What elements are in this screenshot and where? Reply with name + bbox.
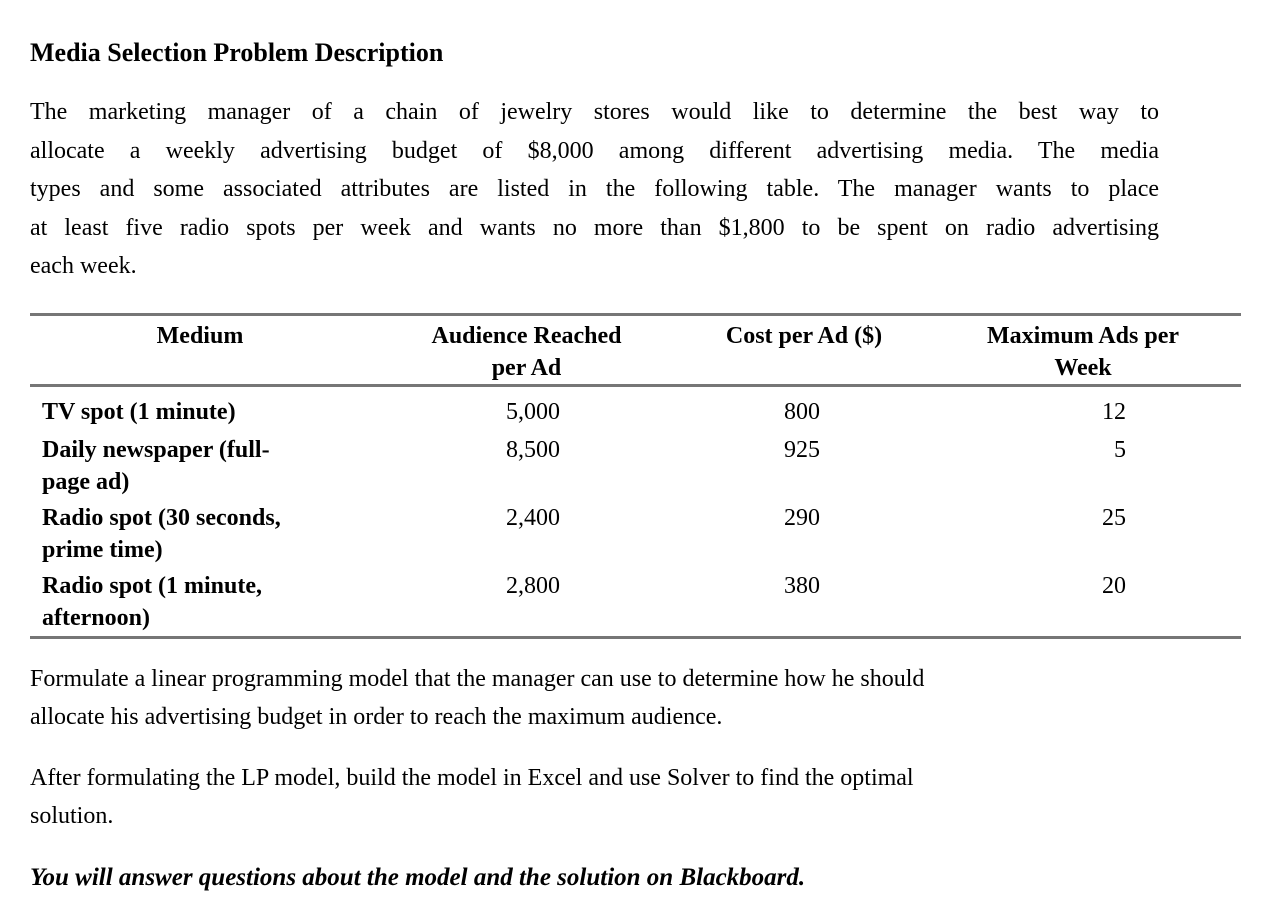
paragraph-line: Formulate a linear programming model tha… — [30, 665, 925, 692]
column-header-label: Audience Reached — [431, 322, 622, 349]
paragraph-line: types and some associated attributes are… — [30, 176, 1159, 202]
column-header-label: Cost per Ad ($) — [725, 322, 883, 349]
cell-cost: 800 — [784, 398, 820, 425]
medium-label: afternoon) — [42, 604, 150, 631]
paragraph-line: allocate his advertising budget in order… — [30, 704, 723, 730]
cell-cost: 925 — [784, 436, 820, 463]
paragraph-line: After formulating the LP model, build th… — [30, 764, 914, 791]
cell-max-ads: 20 — [1102, 572, 1126, 599]
cell-audience: 2,400 — [506, 504, 560, 531]
column-header-label: Maximum Ads per — [987, 322, 1179, 349]
paragraph-line: allocate a weekly advertising budget of … — [30, 137, 1159, 164]
column-header-label: Medium — [156, 322, 244, 349]
medium-label: page ad) — [42, 468, 130, 495]
table-row: Radio spot (30 seconds, prime time) 2,40… — [30, 500, 1241, 568]
cell-max-ads: 5 — [1114, 436, 1126, 463]
paragraph-line: The marketing manager of a chain of jewe… — [30, 99, 1159, 125]
column-header-medium: Medium — [30, 314, 370, 387]
blackboard-note: You will answer questions about the mode… — [30, 863, 806, 891]
cell-cost: 380 — [784, 572, 820, 599]
medium-label: Daily newspaper (full- — [42, 436, 270, 463]
column-header-label: per Ad — [491, 354, 562, 381]
intro-paragraph: The marketing manager of a chain of jewe… — [30, 93, 1159, 286]
media-attributes-table: Medium Audience Reached per Ad Cost per … — [30, 312, 1241, 639]
column-header-max-ads: Maximum Ads per Week — [925, 314, 1241, 387]
cell-medium: Radio spot (30 seconds, prime time) — [30, 500, 370, 568]
paragraph-line: at least five radio spots per week and w… — [30, 214, 1159, 241]
paragraph-line: each week. — [30, 253, 137, 279]
table-header-row: Medium Audience Reached per Ad Cost per … — [30, 314, 1241, 387]
cell-medium: Radio spot (1 minute, afternoon) — [30, 568, 370, 638]
table-row: Daily newspaper (full- page ad) 8,500 92… — [30, 432, 1241, 500]
cell-medium: TV spot (1 minute) — [30, 385, 370, 432]
table-row: Radio spot (1 minute, afternoon) 2,800 3… — [30, 568, 1241, 638]
cell-cost: 290 — [784, 504, 820, 531]
paragraph-line: solution. — [30, 803, 114, 829]
column-header-label: Week — [1054, 354, 1112, 381]
cell-medium: Daily newspaper (full- page ad) — [30, 432, 370, 500]
cell-audience: 8,500 — [506, 436, 560, 463]
formulate-paragraph: Formulate a linear programming model tha… — [30, 660, 1159, 737]
solver-paragraph: After formulating the LP model, build th… — [30, 759, 1159, 836]
cell-max-ads: 12 — [1102, 398, 1126, 425]
medium-label: Radio spot (1 minute, — [42, 572, 263, 599]
medium-label: prime time) — [42, 536, 163, 563]
page-title: Media Selection Problem Description — [30, 38, 444, 67]
medium-label: TV spot (1 minute) — [42, 398, 236, 425]
medium-label: Radio spot (30 seconds, — [42, 504, 281, 531]
cell-audience: 5,000 — [506, 398, 560, 425]
cell-audience: 2,800 — [506, 572, 560, 599]
cell-max-ads: 25 — [1102, 504, 1126, 531]
column-header-cost: Cost per Ad ($) — [683, 314, 925, 387]
table-row: TV spot (1 minute) 5,000 800 12 — [30, 385, 1241, 432]
column-header-audience: Audience Reached per Ad — [370, 314, 683, 387]
